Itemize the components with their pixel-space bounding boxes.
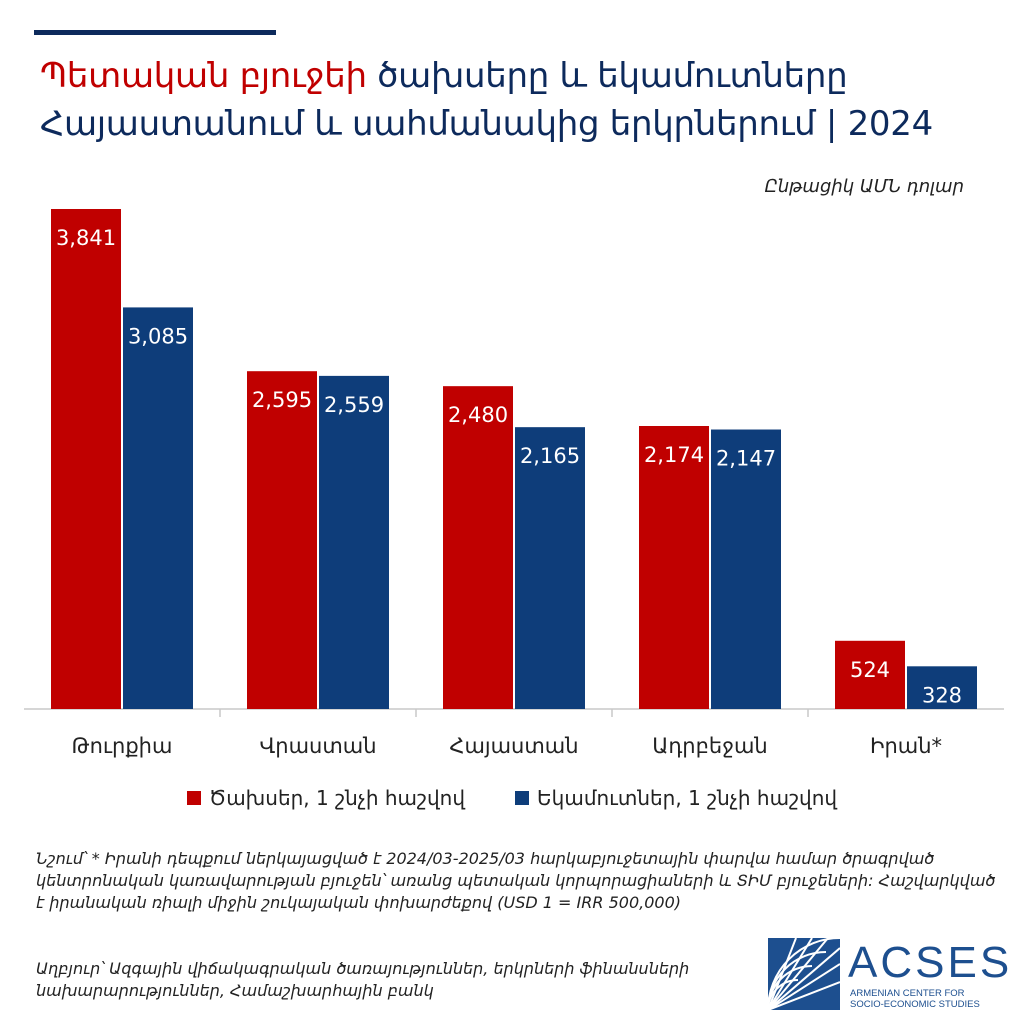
data-label-revenues-0: 3,085 xyxy=(128,324,188,348)
legend-label-revenues: Եկամուտներ, 1 շնչի հաշվով xyxy=(537,786,838,810)
bar-expenses-4 xyxy=(835,640,905,709)
bar-expenses-3 xyxy=(639,426,709,709)
footnote: Նշում՝ * Իրանի դեպքում ներկայացված է 202… xyxy=(36,849,996,912)
logo-name: ACSES xyxy=(848,938,1013,987)
category-label-2: Հայաստան xyxy=(449,734,578,758)
bar-chart: 3,841 3,085 Թուրքիա 2,595 2,559 Վրաստան 2,480 2… xyxy=(24,209,1004,758)
bar-revenues-4 xyxy=(907,666,977,709)
units-label: Ընթացիկ ԱՄՆ դոլար xyxy=(764,176,964,197)
data-label-expenses-0: 3,841 xyxy=(56,226,116,250)
data-label-expenses-1: 2,595 xyxy=(252,388,312,412)
logo-mark-icon xyxy=(768,938,840,1010)
bar-expenses-2 xyxy=(443,386,513,709)
logo-subtitle-line1: ARMENIAN CENTER FOR xyxy=(850,988,965,999)
bar-revenues-1 xyxy=(319,375,389,709)
data-label-revenues-1: 2,559 xyxy=(324,393,384,417)
acses-logo: ACSES ARMENIAN CENTER FOR SOCIO-ECONOMIC… xyxy=(768,936,1010,1016)
data-label-revenues-4: 328 xyxy=(922,683,962,707)
data-label-revenues-2: 2,165 xyxy=(520,444,580,468)
top-rule xyxy=(34,30,276,35)
legend-swatch-revenues xyxy=(515,791,530,805)
bar-revenues-3 xyxy=(711,429,781,709)
data-label-revenues-3: 2,147 xyxy=(716,447,776,471)
logo-subtitle: ARMENIAN CENTER FOR SOCIO-ECONOMIC STUDI… xyxy=(850,988,1010,1010)
source-text: Աղբյուր՝ Ազգային վիճակագրական ծառայությո… xyxy=(36,959,690,1000)
data-label-expenses-4: 524 xyxy=(850,658,890,682)
bar-expenses-1 xyxy=(247,371,317,709)
category-label-0: Թուրքիա xyxy=(72,734,173,758)
legend-swatch-expenses xyxy=(186,791,201,805)
bar-expenses-0 xyxy=(51,209,121,709)
title-accent: Պետական բյուջեի xyxy=(40,56,367,96)
legend-item-revenues: Եկամուտներ, 1 շնչի հաշվով xyxy=(515,786,837,810)
category-label-4: Իրան* xyxy=(870,734,942,758)
logo-subtitle-line2: SOCIO-ECONOMIC STUDIES xyxy=(850,999,980,1010)
legend-label-expenses: Ծախսեր, 1 շնչի հաշվով xyxy=(208,786,466,810)
data-label-expenses-2: 2,480 xyxy=(448,403,508,427)
legend: Ծախսեր, 1 շնչի հաշվով Եկամուտներ, 1 շնչի… xyxy=(0,786,1024,810)
category-label-1: Վրաստան xyxy=(259,734,376,758)
legend-item-expenses: Ծախսեր, 1 շնչի հաշվով xyxy=(186,786,466,810)
data-label-expenses-3: 2,174 xyxy=(644,443,704,467)
bar-revenues-0 xyxy=(123,307,193,709)
title-rest: ծախսերը և եկամուտները Հայաստանում և սահմ… xyxy=(40,56,933,144)
category-label-3: Ադրբեջան xyxy=(652,734,767,758)
bar-revenues-2 xyxy=(515,427,585,709)
page-title: Պետական բյուջեի ծախսերը և եկամուտները Հա… xyxy=(40,52,1000,148)
